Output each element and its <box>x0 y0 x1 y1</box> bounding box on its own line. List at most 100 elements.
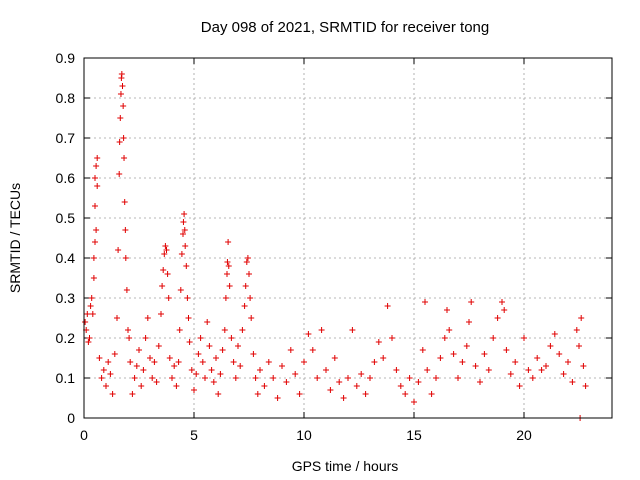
data-point <box>323 367 329 373</box>
data-point <box>248 315 255 321</box>
data-point <box>183 263 190 269</box>
data-point <box>117 115 124 121</box>
data-point <box>186 339 193 345</box>
data-point <box>114 315 120 321</box>
data-point <box>86 335 93 341</box>
data-point <box>437 355 444 361</box>
data-point <box>560 371 567 377</box>
data-point <box>217 371 224 377</box>
data-point <box>171 363 178 369</box>
data-point <box>305 331 312 337</box>
data-point <box>446 327 453 333</box>
data-point <box>472 363 479 369</box>
data-point <box>144 315 151 321</box>
data-point <box>340 395 347 401</box>
data-point <box>422 299 428 305</box>
data-point <box>221 327 228 333</box>
data-point <box>243 259 250 265</box>
data-point <box>94 183 101 189</box>
data-point <box>151 359 158 365</box>
data-point <box>115 247 122 253</box>
data-point <box>494 315 501 321</box>
data-point <box>327 387 334 393</box>
data-point <box>197 335 204 341</box>
data-point <box>490 335 497 341</box>
data-point <box>521 335 527 341</box>
data-point <box>222 295 229 301</box>
data-point <box>444 307 450 313</box>
data-point <box>180 219 187 225</box>
data-point <box>177 287 184 293</box>
data-point <box>93 227 100 233</box>
data-point <box>92 203 98 209</box>
data-point <box>89 311 96 317</box>
data-point <box>117 91 124 97</box>
data-point <box>90 275 97 281</box>
data-point <box>225 263 232 269</box>
data-point <box>224 271 230 277</box>
data-point <box>93 163 100 169</box>
data-point <box>120 135 127 141</box>
x-tick-label: 15 <box>406 427 422 443</box>
data-point <box>111 351 118 357</box>
data-point <box>525 367 532 373</box>
data-point <box>551 331 558 337</box>
data-point <box>349 327 356 333</box>
y-tick-label: 0.4 <box>56 250 76 266</box>
data-point <box>147 355 153 361</box>
data-point <box>126 335 133 341</box>
y-tick-label: 0.5 <box>56 210 76 226</box>
data-point <box>389 335 395 341</box>
gridlines <box>84 58 612 418</box>
y-tick-label: 0 <box>67 410 75 426</box>
data-point <box>116 139 123 145</box>
data-point <box>159 283 166 289</box>
data-point <box>534 355 541 361</box>
data-point <box>228 335 235 341</box>
data-point <box>367 375 373 381</box>
data-point <box>182 243 189 249</box>
data-point <box>250 351 257 357</box>
data-point <box>274 395 281 401</box>
y-axis-label: SRMTID / TECUs <box>7 183 23 293</box>
data-point <box>569 379 576 385</box>
data-point <box>331 355 338 361</box>
data-point <box>375 339 382 345</box>
data-point <box>507 371 514 377</box>
data-point <box>402 391 409 397</box>
data-point <box>477 379 483 385</box>
data-point <box>85 339 92 345</box>
data-point <box>419 347 426 353</box>
data-point <box>499 299 505 305</box>
data-point <box>393 367 400 373</box>
y-tick-label: 0.1 <box>56 370 76 386</box>
data-point <box>353 383 360 389</box>
data-point <box>84 311 91 317</box>
data-point <box>109 391 116 397</box>
data-point <box>503 347 510 353</box>
data-point <box>193 371 200 377</box>
data-point <box>120 103 127 109</box>
data-point <box>296 391 303 397</box>
data-point <box>175 359 182 365</box>
data-point <box>225 239 232 245</box>
data-points <box>82 71 589 421</box>
data-point <box>127 359 134 365</box>
data-point <box>125 327 131 333</box>
data-point <box>254 391 261 397</box>
data-point <box>142 335 149 341</box>
data-point <box>556 351 563 357</box>
data-point <box>336 379 343 385</box>
data-point <box>345 375 351 381</box>
chart-title: Day 098 of 2021, SRMTID for receiver ton… <box>201 19 489 36</box>
data-point <box>123 287 130 293</box>
data-point <box>428 391 435 397</box>
data-point <box>244 255 251 261</box>
data-point <box>206 343 213 349</box>
data-point <box>547 343 554 349</box>
plot-frame <box>83 57 613 419</box>
data-point <box>164 271 171 277</box>
data-point <box>119 83 126 89</box>
data-point <box>181 227 188 233</box>
